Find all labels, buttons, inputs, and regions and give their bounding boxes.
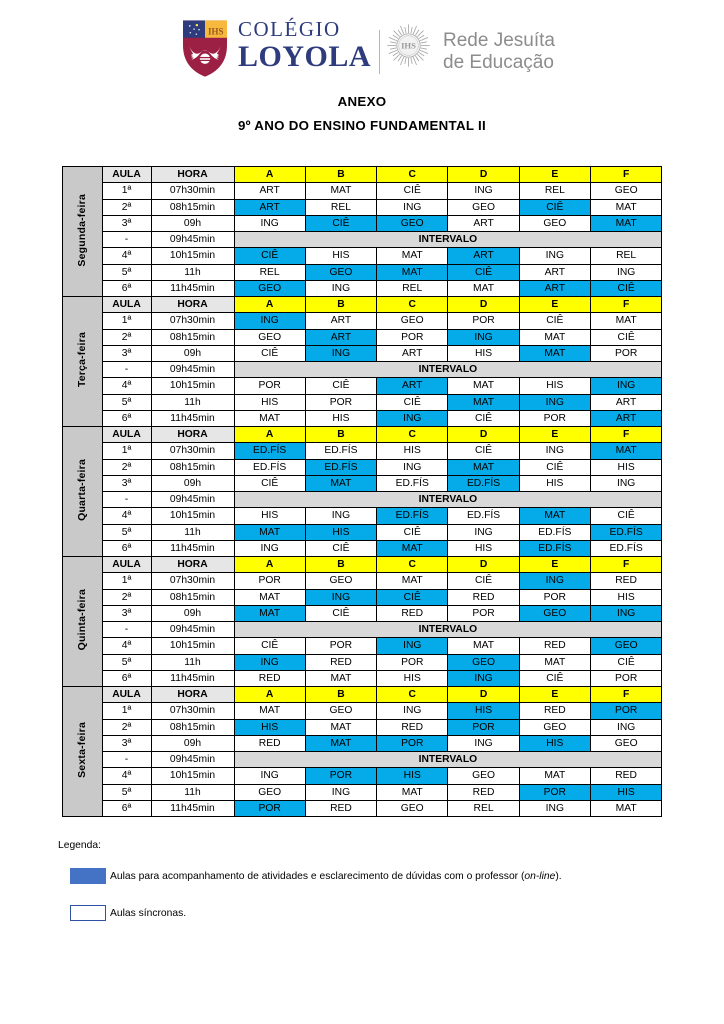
svg-text:IHS: IHS — [208, 26, 224, 36]
svg-text:IHS: IHS — [401, 41, 416, 51]
